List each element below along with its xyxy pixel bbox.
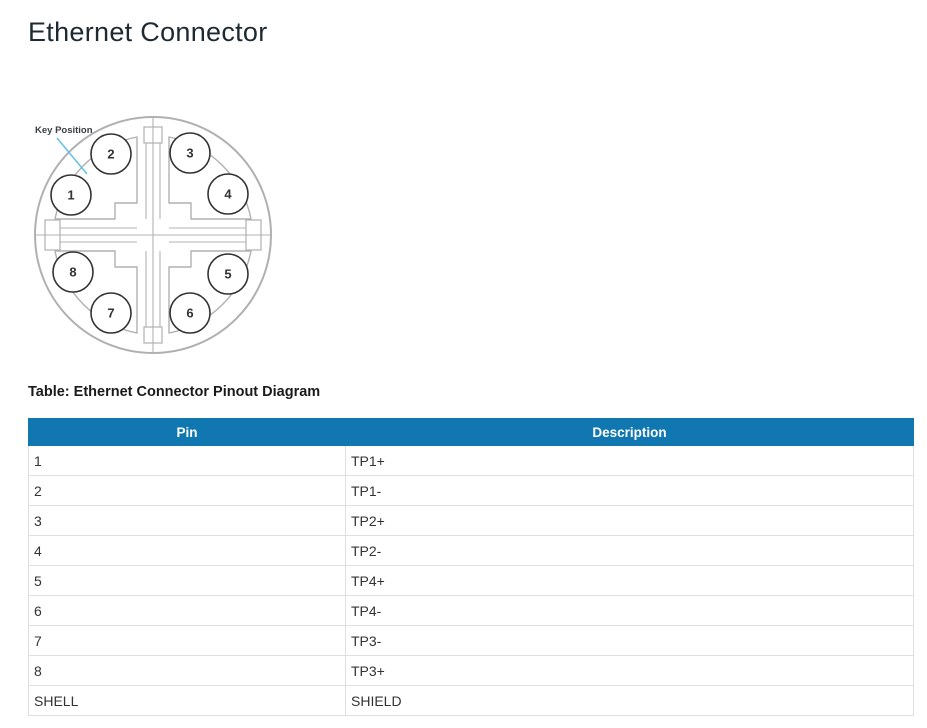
key-slot-bottom bbox=[143, 326, 163, 344]
svg-text:1: 1 bbox=[67, 188, 74, 203]
table-row: SHELL SHIELD bbox=[28, 685, 914, 716]
pin-cell: 5 bbox=[28, 565, 346, 596]
description-cell: TP2+ bbox=[345, 505, 914, 536]
page-title: Ethernet Connector bbox=[28, 17, 268, 47]
description-cell: TP1- bbox=[345, 475, 914, 506]
description-cell: TP3- bbox=[345, 625, 914, 656]
table-row: 1 TP1+ bbox=[28, 445, 914, 476]
svg-text:8: 8 bbox=[69, 265, 76, 280]
description-cell: TP3+ bbox=[345, 655, 914, 686]
svg-text:3: 3 bbox=[186, 146, 193, 161]
column-header-description: Description bbox=[345, 418, 914, 446]
pin-2-marker: 2 bbox=[90, 133, 132, 175]
table-row: 4 TP2- bbox=[28, 535, 914, 566]
pin-cell: SHELL bbox=[28, 685, 346, 716]
svg-text:7: 7 bbox=[107, 306, 114, 321]
pin-cell: 2 bbox=[28, 475, 346, 506]
pinout-table: Pin Description 1 TP1+ 2 TP1- 3 TP2+ 4 TP2- 5 TP4… bbox=[28, 418, 914, 716]
key-position-label: Key Position bbox=[35, 125, 93, 136]
pin-cell: 8 bbox=[28, 655, 346, 686]
pin-cell: 3 bbox=[28, 505, 346, 536]
svg-text:5: 5 bbox=[224, 267, 231, 282]
table-row: 2 TP1- bbox=[28, 475, 914, 506]
arm-cap-left bbox=[44, 219, 61, 251]
key-slot-top bbox=[143, 126, 163, 144]
description-cell: TP2- bbox=[345, 535, 914, 566]
pin-5-marker: 5 bbox=[207, 253, 249, 295]
table-row: 6 TP4- bbox=[28, 595, 914, 626]
table-header-row: Pin Description bbox=[28, 418, 914, 446]
description-cell: TP1+ bbox=[345, 445, 914, 476]
table-row: 8 TP3+ bbox=[28, 655, 914, 686]
pin-4-marker: 4 bbox=[207, 173, 249, 215]
pin-1-marker: 1 bbox=[50, 174, 92, 216]
column-header-pin: Pin bbox=[28, 418, 346, 446]
key-position-pointer-line bbox=[56, 137, 88, 175]
pin-cell: 6 bbox=[28, 595, 346, 626]
pin-3-marker: 3 bbox=[169, 132, 211, 174]
connector-diagram-svg: 1 2 3 4 5 6 7 bbox=[34, 116, 272, 354]
table-row: 3 TP2+ bbox=[28, 505, 914, 536]
pin-cell: 7 bbox=[28, 625, 346, 656]
svg-text:6: 6 bbox=[186, 306, 193, 321]
pin-7-marker: 7 bbox=[90, 292, 132, 334]
pin-6-marker: 6 bbox=[169, 292, 211, 334]
description-cell: SHIELD bbox=[345, 685, 914, 716]
svg-text:2: 2 bbox=[107, 147, 114, 162]
table-caption: Table: Ethernet Connector Pinout Diagram bbox=[28, 384, 321, 400]
pin-8-marker: 8 bbox=[52, 251, 94, 293]
table-row: 7 TP3- bbox=[28, 625, 914, 656]
description-cell: TP4- bbox=[345, 595, 914, 626]
table-row: 5 TP4+ bbox=[28, 565, 914, 596]
pin-cell: 4 bbox=[28, 535, 346, 566]
pin-cell: 1 bbox=[28, 445, 346, 476]
arm-cap-right bbox=[245, 219, 262, 251]
svg-text:4: 4 bbox=[224, 187, 232, 202]
description-cell: TP4+ bbox=[345, 565, 914, 596]
connector-diagram: 1 2 3 4 5 6 7 bbox=[30, 112, 276, 358]
